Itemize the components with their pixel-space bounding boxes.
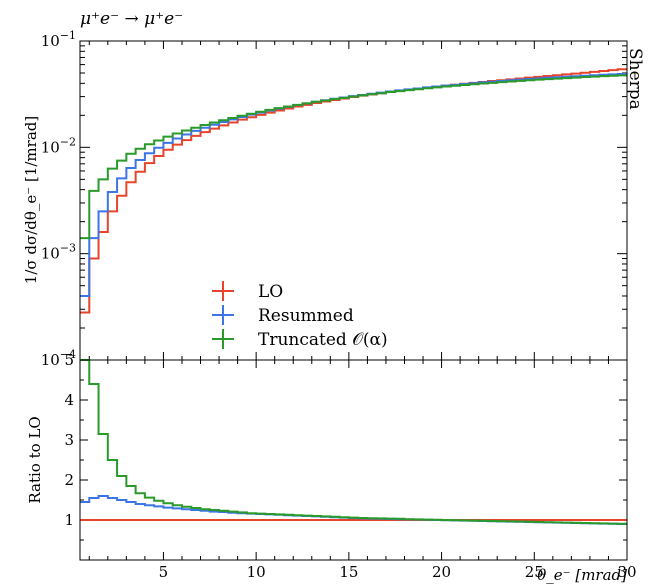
ratio-y-tick-label: 3 [64, 431, 74, 449]
x-tick-label: 15 [339, 563, 358, 581]
legend-label: Resummed [258, 306, 354, 326]
y-tick-label: 10−3 [41, 242, 76, 263]
x-axis-label: θ_e⁻ [mrad] [537, 566, 627, 584]
x-tick-label: 10 [247, 563, 266, 581]
ratio-y-tick-label: 4 [64, 391, 74, 409]
x-tick-label: 25 [525, 563, 544, 581]
legend-item: Resummed [212, 305, 354, 326]
ratio-panel: 1 2 3 4 5 5 10 15 20 25 30 Ratio to LO θ_e⁻ [mrad… [26, 351, 637, 584]
ratio-plot-frame [79, 359, 628, 561]
main-panel: 10−4 10−3 10−2 10−1 1/σ dσ/dθ_e⁻ [1/mrad] [22, 29, 628, 369]
x-tick-label: 5 [159, 563, 169, 581]
main-series-1 [80, 72, 627, 297]
sherpa-watermark: Sherpa [625, 48, 645, 110]
plot-title: μ⁺e⁻ → μ⁺e⁻ [80, 9, 183, 29]
ratio-y-tick-label: 5 [64, 351, 74, 369]
y-tick-label: 10−1 [41, 29, 76, 50]
ratio-y-tick-label: 2 [64, 471, 74, 489]
main-series-0 [80, 68, 627, 314]
legend: LO Resummed Truncated 𝒪(α) [212, 281, 388, 350]
main-y-axis-label: 1/σ dσ/dθ_e⁻ [1/mrad] [22, 116, 40, 284]
main-series-2 [80, 74, 627, 240]
ratio-y-axis-label: Ratio to LO [26, 416, 44, 503]
x-tick-label: 30 [617, 563, 636, 581]
y-tick-label: 10−4 [41, 348, 76, 369]
legend-item: Truncated 𝒪(α) [212, 329, 388, 350]
legend-label: Truncated 𝒪(α) [258, 330, 388, 350]
ratio-y-tick-label: 1 [64, 511, 74, 529]
legend-item: LO [212, 281, 283, 302]
x-tick-label: 20 [432, 563, 451, 581]
y-tick-label: 10−2 [41, 135, 76, 156]
ratio-series-2 [80, 359, 627, 525]
legend-label: LO [258, 282, 283, 302]
